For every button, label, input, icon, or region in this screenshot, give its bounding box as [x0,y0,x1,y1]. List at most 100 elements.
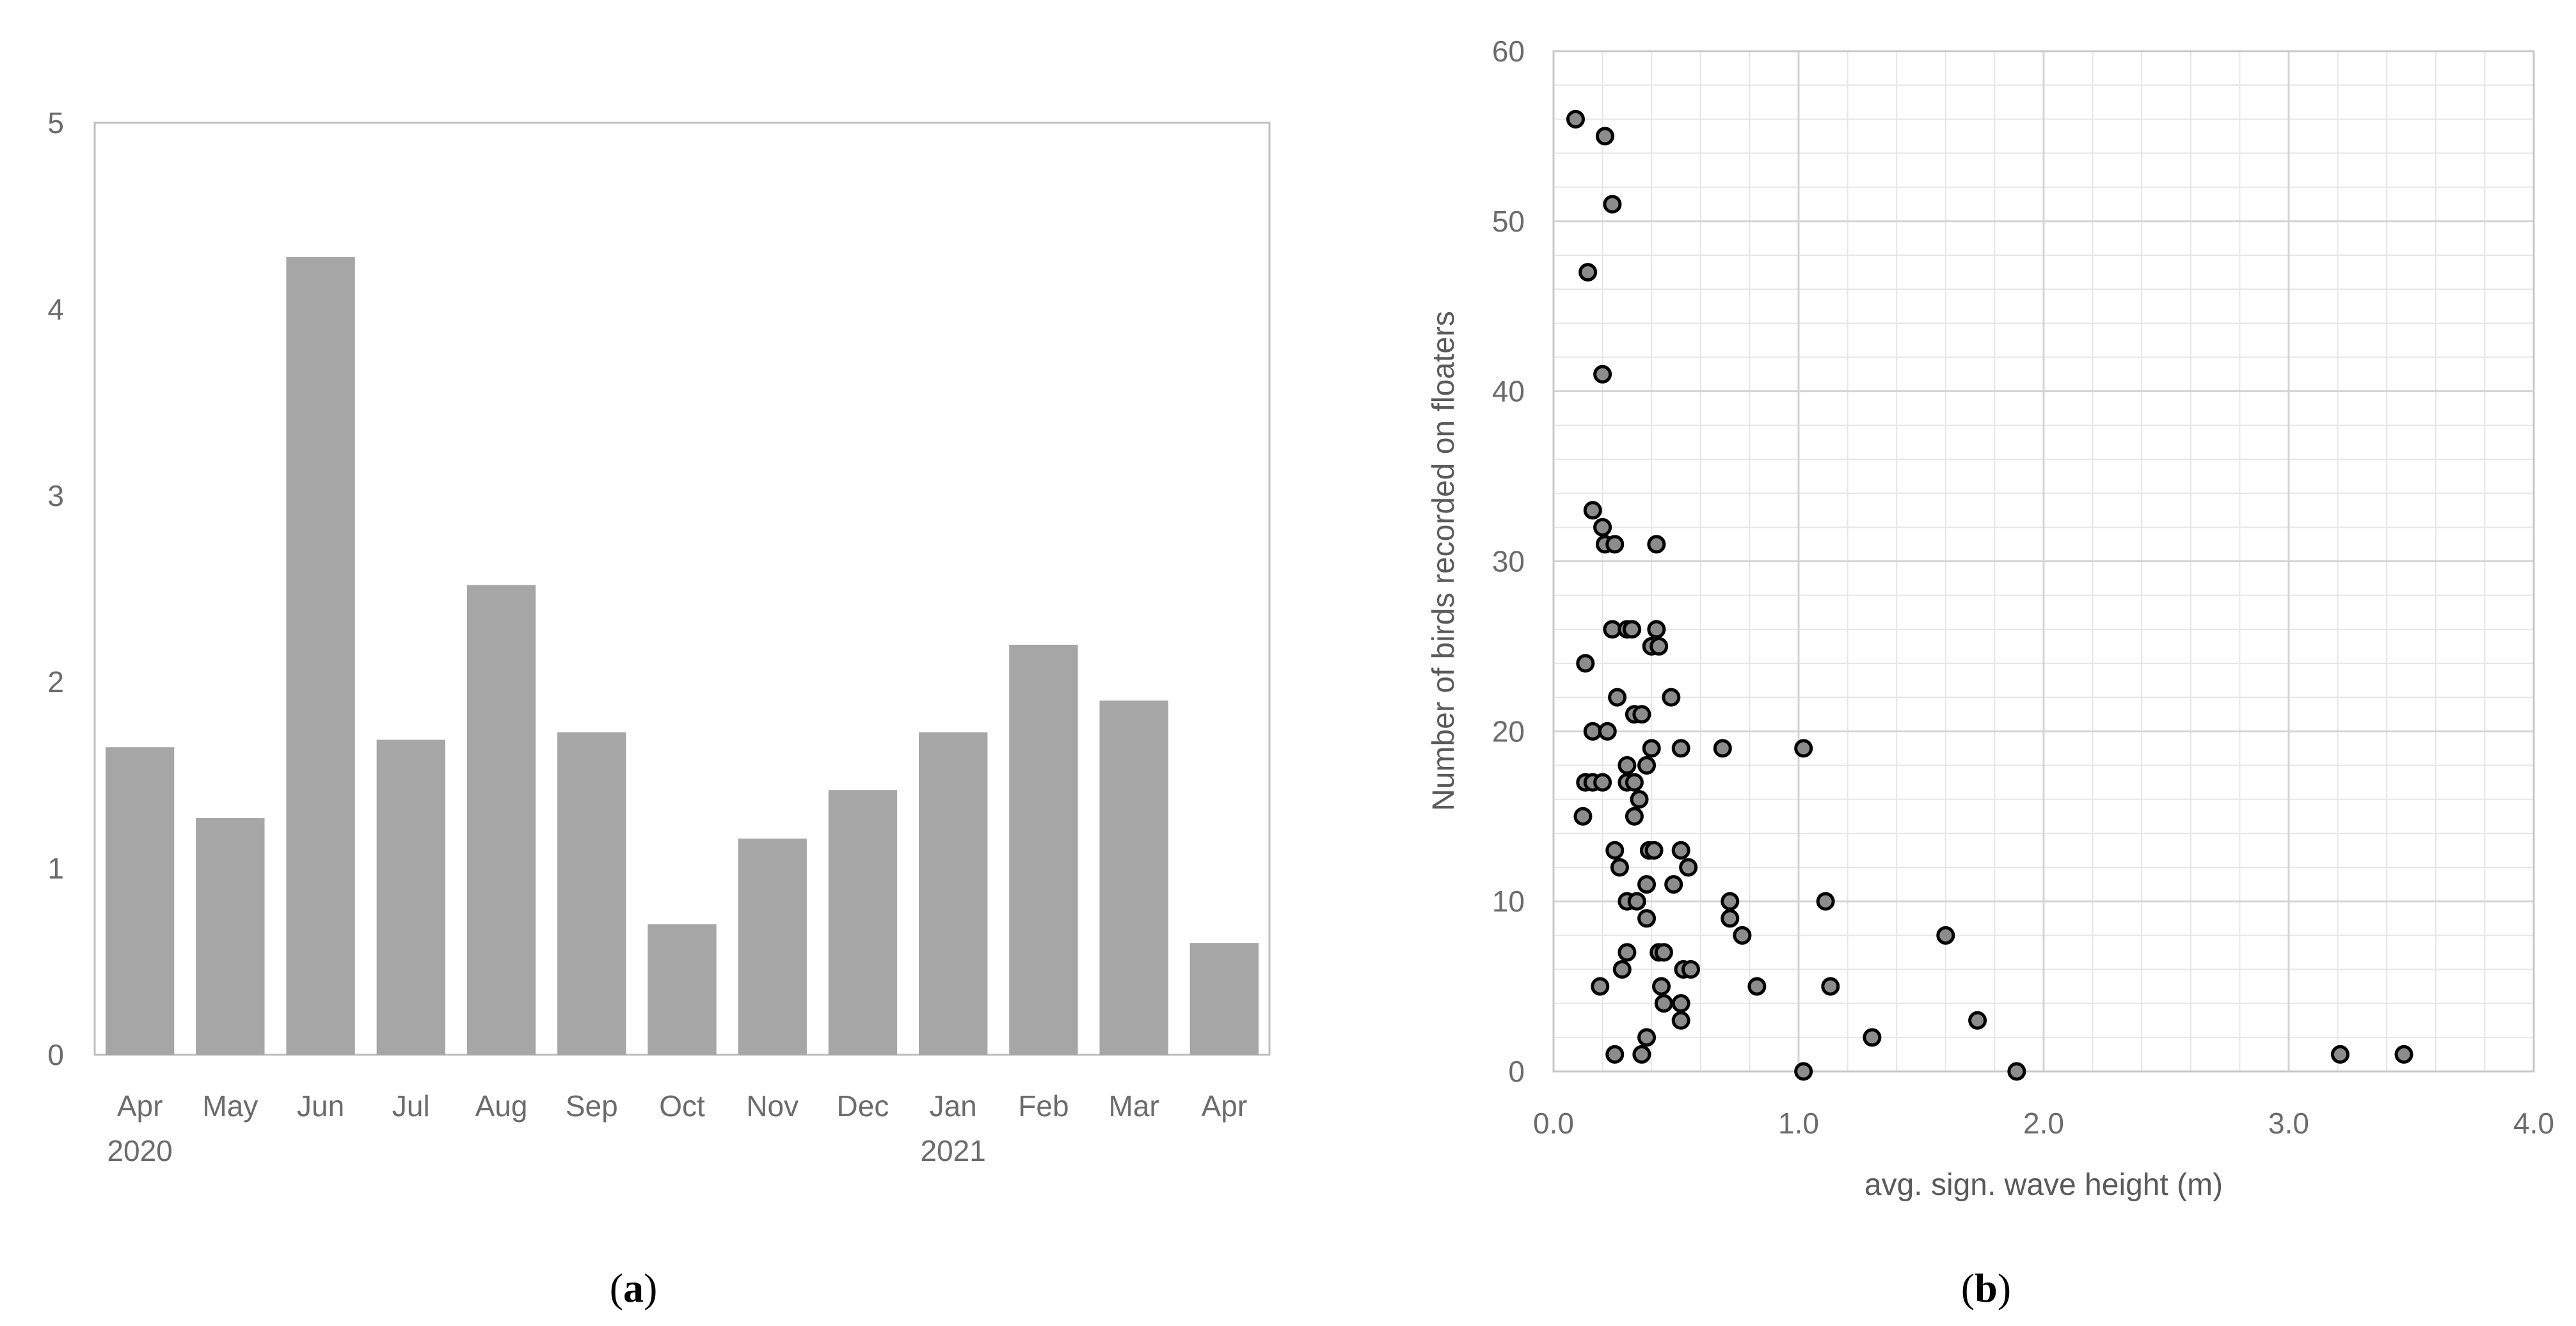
bar-chart-bars [105,257,1259,1055]
scatter-point [1603,620,1622,639]
bar-chart-x-tick-label: Aug [475,1089,528,1123]
scatter-point [1637,1028,1657,1047]
bar-chart-y-tick-label: 2 [47,665,64,699]
scatter-chart-y-tick-label: 30 [1492,545,1525,578]
scatter-point [1593,773,1612,792]
bar [919,732,988,1055]
scatter-point [1821,977,1840,996]
scatter-point [1573,807,1593,826]
scatter-point [1664,875,1683,894]
scatter-chart-y-tick-label: 40 [1492,375,1525,408]
scatter-point [1605,535,1625,554]
scatter-point [1566,109,1585,129]
scatter-point [1671,739,1690,758]
panel-b-letter: b [1975,1265,1998,1311]
bar-chart-year-label: 2020 [107,1134,172,1167]
bar-chart-x-tick-label: Nov [746,1089,799,1123]
scatter-point [1576,654,1595,673]
bar [196,817,265,1055]
scatter-point [1608,688,1627,707]
bar-chart-y-tick-label: 5 [47,106,64,139]
scatter-point [2394,1045,2413,1064]
scatter-point [1650,636,1669,656]
scatter-point [1968,1011,1987,1030]
scatter-chart-y-tick-label: 20 [1492,714,1525,748]
scatter-point [1721,892,1740,911]
bar-chart-x-tick-label: Sep [566,1089,618,1123]
scatter-chart-x-tick-label: 4.0 [2513,1107,2554,1140]
scatter-point [1630,790,1649,809]
scatter-chart-x-tick-label: 3.0 [2268,1107,2309,1140]
bar [105,747,175,1055]
scatter-chart-y-axis-title: Number of birds recorded on floaters [1427,311,1461,811]
scatter-point [1816,892,1835,911]
scatter-chart-points [1566,109,2413,1081]
bar-chart-x-tick-label: Jan [930,1089,977,1123]
scatter-point [1632,1045,1651,1064]
scatter-point [1794,1062,1813,1081]
scatter-point [1605,841,1625,860]
scatter-chart-y-tick-label: 0 [1508,1055,1525,1088]
bar-chart-year-label: 2021 [921,1134,986,1167]
scatter-point [1644,841,1664,860]
scatter-point [1637,909,1657,928]
scatter-chart-grid [1552,50,2535,1073]
scatter-point [1618,943,1637,962]
scatter-point [1623,620,1642,639]
scatter-point [1936,926,1955,945]
bar [648,924,717,1055]
bar [376,739,445,1055]
scatter-point [1637,875,1657,894]
scatter-point [1595,127,1614,146]
scatter-point [1583,722,1602,741]
panel-a-letter: a [623,1265,644,1311]
scatter-point [1632,705,1651,724]
scatter-point [1578,263,1598,282]
scatter-chart-y-tick-label: 60 [1492,35,1525,68]
scatter-chart-y-axis-ticks: 0 10 20 30 40 50 60 [1492,35,1525,1088]
scatter-point [1721,909,1740,928]
bar-chart-y-tick-label: 1 [47,852,64,885]
bar-chart-y-tick-label: 0 [47,1038,64,1071]
bar [738,838,807,1055]
bar-chart-x-tick-label: Dec [837,1089,889,1123]
panel-a-label: (a) [610,1265,658,1311]
scatter-chart-x-tick-label: 1.0 [1778,1107,1819,1140]
bar-chart-x-tick-label: Feb [1018,1089,1069,1123]
bar-chart-year-labels: 2020 2021 [107,1134,985,1167]
scatter-point [1681,960,1700,979]
scatter-chart-x-axis-title: avg. sign. wave height (m) [1864,1168,2223,1202]
scatter-chart-x-tick-label: 2.0 [2023,1107,2064,1140]
bar-chart-x-tick-label: Jun [297,1089,344,1123]
scatter-point [1618,756,1637,775]
scatter-point [1627,892,1646,911]
scatter-point [1671,994,1690,1013]
scatter-point [1863,1028,1882,1047]
scatter-point [1747,977,1767,996]
scatter-chart-x-tick-label: 0.0 [1533,1107,1574,1140]
bar [286,257,355,1055]
scatter-point [1713,739,1732,758]
scatter-point [1654,943,1673,962]
bar-chart-y-axis-ticks: 0 1 2 3 4 5 [47,106,64,1071]
bar-chart-y-tick-label: 3 [47,479,64,512]
scatter-point [1654,994,1673,1013]
panel-b-label: (b) [1961,1265,2011,1311]
scatter-point [1662,688,1681,707]
bar [557,732,626,1055]
bar [1099,700,1168,1055]
bar [1189,943,1259,1055]
scatter-point [1605,1045,1625,1064]
bar-chart-x-axis-ticks: Apr May Jun Jul Aug Sep Oct Nov Dec Jan Feb Mar Apr [117,1089,1247,1123]
scatter-point [2007,1062,2026,1081]
scatter-point [1598,722,1617,741]
scatter-point [1593,517,1612,537]
scatter-point [1603,194,1622,214]
scatter-point [1679,858,1698,877]
bar-chart-x-tick-label: Apr [117,1089,163,1123]
scatter-point [1671,1011,1690,1030]
scatter-point [1647,535,1666,554]
scatter-point [1610,858,1629,877]
scatter-point [1671,841,1690,860]
